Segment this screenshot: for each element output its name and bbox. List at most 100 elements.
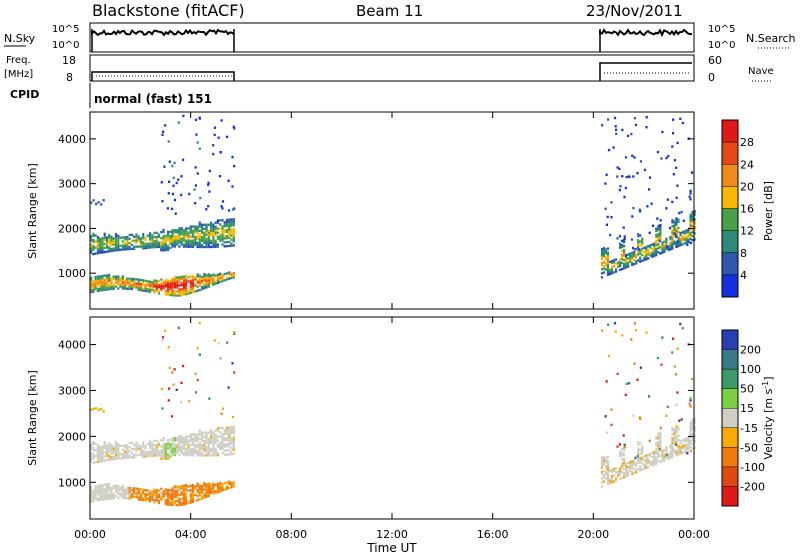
velocity-cell: [600, 466, 604, 470]
velocity-cell: [214, 491, 217, 495]
power-cell: [600, 253, 604, 257]
velocity-cell: [167, 346, 170, 349]
velocity-cell: [133, 456, 136, 459]
power-colorbar-swatch: [722, 142, 738, 165]
velocity-cell: [189, 488, 192, 492]
power-cell: [126, 239, 129, 243]
power-cell: [205, 241, 208, 245]
power-cell: [212, 245, 215, 249]
velocity-cell: [191, 437, 195, 440]
velocity-cell: [661, 449, 664, 453]
velocity-cell: [155, 452, 158, 455]
power-cell: [663, 248, 666, 251]
velocity-cell: [631, 470, 634, 473]
power-cell: [128, 241, 131, 245]
power-cell: [212, 237, 215, 240]
power-cell: [230, 232, 233, 235]
velocity-cell: [133, 447, 136, 451]
velocity-cell: [201, 439, 204, 443]
velocity-cell: [151, 454, 154, 457]
velocity-cell: [653, 463, 656, 466]
velocity-cell: [629, 467, 632, 470]
power-cell: [198, 223, 201, 226]
power-cell: [162, 247, 165, 250]
velocity-cell: [602, 474, 606, 477]
power-cell: [230, 224, 233, 227]
velocity-cell: [130, 493, 133, 496]
velocity-cell: [194, 437, 197, 440]
power-cell: [172, 184, 175, 187]
velocity-cell: [198, 498, 201, 501]
velocity-cell: [212, 486, 215, 490]
power-cell: [219, 280, 222, 284]
power-cell: [135, 278, 138, 281]
velocity-cell: [142, 490, 145, 493]
power-cell: [162, 130, 165, 133]
power-cell: [676, 184, 679, 187]
power-cell: [655, 251, 658, 255]
velocity-cell: [110, 456, 113, 459]
power-cell: [175, 181, 178, 185]
velocity-cell: [600, 470, 604, 474]
velocity-cell: [164, 443, 167, 446]
velocity-cell: [119, 486, 122, 489]
velocity-cell: [101, 449, 104, 452]
velocity-cell: [201, 495, 204, 498]
velocity-cell: [601, 329, 604, 332]
power-cell: [210, 223, 213, 226]
velocity-cell: [169, 442, 172, 446]
velocity-cell: [167, 445, 170, 448]
power-cell: [162, 228, 165, 232]
power-cell: [112, 275, 115, 278]
power-cell: [203, 272, 206, 276]
power-cell: [173, 235, 176, 238]
velocity-cell: [90, 494, 93, 497]
power-cell: [671, 200, 674, 204]
velocity-cell: [153, 501, 156, 504]
velocity-cell: [171, 501, 174, 504]
velocity-cell: [101, 453, 104, 456]
power-cell: [153, 289, 156, 292]
velocity-cell: [602, 480, 606, 483]
velocity-cell: [633, 459, 636, 462]
power-cell: [105, 238, 109, 241]
power-cell: [210, 231, 213, 234]
velocity-cell: [205, 493, 208, 496]
velocity-cell: [634, 329, 637, 332]
power-cell: [108, 236, 111, 239]
velocity-cell: [194, 452, 197, 455]
power-cell: [157, 292, 161, 295]
power-cell: [203, 233, 206, 237]
power-cell: [205, 229, 208, 233]
velocity-cell: [205, 435, 208, 438]
power-cell: [600, 272, 604, 275]
power-cell: [108, 286, 111, 289]
velocity-cell: [207, 441, 210, 445]
velocity-cell: [219, 435, 222, 438]
power-cell: [164, 124, 167, 127]
velocity-cell: [232, 331, 235, 334]
velocity-cell: [173, 493, 176, 496]
velocity-cell: [212, 445, 215, 449]
power-cell: [221, 243, 224, 246]
velocity-cell: [185, 488, 188, 491]
power-cell: [659, 252, 662, 255]
velocity-cell: [194, 449, 197, 453]
power-cell: [191, 245, 195, 248]
power-cell: [171, 286, 174, 289]
velocity-cell: [105, 459, 109, 462]
velocity-cell: [214, 429, 217, 432]
velocity-cell: [606, 464, 610, 467]
x-axis: 00:00 04:00 08:00 12:00 16:00 20:00 00:00: [74, 112, 710, 541]
power-cell: [126, 287, 129, 290]
power-cell: [189, 235, 192, 238]
power-cell: [602, 261, 606, 264]
velocity-cell: [110, 487, 113, 490]
velocity-cell: [223, 449, 226, 452]
velocity-cell: [96, 486, 99, 490]
velocity-cell: [625, 466, 628, 470]
power-cell: [228, 277, 231, 280]
velocity-cell: [124, 494, 127, 498]
velocity-cell: [148, 442, 152, 445]
